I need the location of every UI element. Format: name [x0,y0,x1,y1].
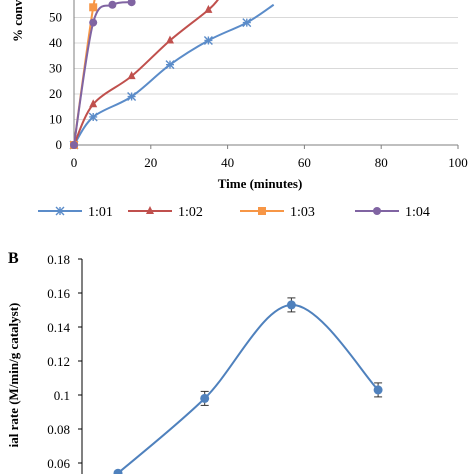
y-tick-label: 0.1 [54,388,70,403]
x-tick-label: 80 [375,155,388,170]
legend-label: 1:01 [88,205,113,220]
x-tick-labels: 0 20 40 60 80 100 [71,145,468,170]
y-axis-title: % conve [10,0,25,42]
data-point [127,92,137,102]
series-line [117,303,379,474]
legend-item: 1:03 [240,205,315,220]
x-axis-title: Time (minutes) [218,176,303,191]
x-tick-label: 100 [448,155,468,170]
y-tick-label: 0.14 [47,320,70,335]
y-gridlines [74,17,458,120]
x-tick-label: 20 [144,155,157,170]
data-point [200,393,210,403]
legend-marker [373,207,381,215]
data-point [204,4,213,13]
data-point [88,112,98,122]
data-point [127,0,136,7]
y-tick-label: 0 [56,137,63,152]
x-tick-label: 40 [221,155,234,170]
data-point [165,60,175,70]
legend-label: 1:04 [405,205,430,220]
y-tick-label: 0.08 [47,422,70,437]
panel-letter: B [8,250,19,267]
y-axis-title: ial rate (M/min/g catalyst) [6,303,21,448]
y-tick-label: 0.16 [47,286,70,301]
data-point [89,99,98,108]
legend-item: 1:01 [38,205,113,220]
data-point [108,0,117,9]
data-point [286,300,296,310]
data-point [89,18,98,27]
legend-marker [258,207,266,215]
panel-b: B 0.06 0.08 0.1 0.12 0.14 0.16 0.18 ial rate (… [6,250,383,474]
data-point [166,35,174,44]
axes [73,0,458,146]
y-tick-label: 0.06 [47,456,70,471]
legend-label: 1:03 [290,205,315,220]
legend-marker [146,206,154,214]
x-tick-label: 60 [298,155,311,170]
data-point [70,141,78,149]
series-1-04 [70,0,136,149]
y-tick-label: 30 [49,61,62,76]
legend-marker [55,206,65,216]
x-tick-label: 0 [71,155,78,170]
series-line [73,1,132,146]
legend-item: 1:02 [128,205,203,220]
y-tick-labels: 0.06 0.08 0.1 0.12 0.14 0.16 0.18 [47,252,82,471]
series-lines [113,297,383,474]
y-tick-label: 0.12 [47,354,70,369]
series-line [73,0,219,146]
y-tick-labels: 0 10 20 30 40 50 [49,10,62,153]
legend-label: 1:02 [178,205,203,220]
data-point [373,385,383,395]
series-1-01 [69,3,275,150]
y-tick-label: 40 [49,35,62,50]
data-point [127,71,136,80]
legend: 1:01 1:02 1:03 1:04 [38,205,430,220]
y-tick-label: 10 [49,112,62,127]
series-lines [69,0,275,150]
panel-a: 0 10 20 30 40 50 0 20 40 60 80 100 % conve Time (m… [10,0,468,220]
y-tick-label: 0.18 [47,252,70,267]
data-point [242,18,252,28]
data-point [89,3,98,12]
y-tick-label: 50 [49,10,62,25]
data-point [113,468,123,474]
legend-item: 1:04 [355,205,430,220]
data-point [203,35,213,45]
y-tick-label: 20 [49,86,62,101]
